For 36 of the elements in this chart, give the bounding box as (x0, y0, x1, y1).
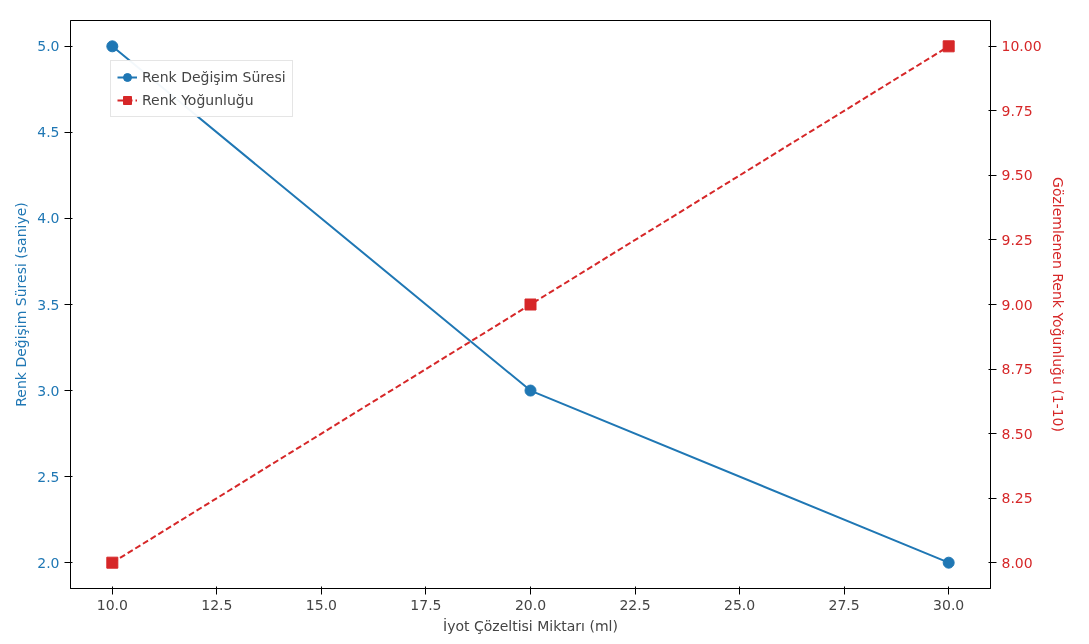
y2-tick-label: 9.00 (1001, 296, 1033, 313)
x-tick-label: 12.5 (201, 596, 233, 613)
y2-tick-label: 9.50 (1001, 167, 1033, 184)
y-axis-title: Renk Değişim Süresi (saniye) (13, 202, 30, 407)
x-tick-label: 15.0 (305, 596, 337, 613)
point (942, 40, 955, 53)
point (524, 298, 537, 311)
point (942, 556, 955, 569)
y-tick-label: 4.5 (37, 124, 60, 141)
y2-tick-label: 9.25 (1001, 231, 1033, 248)
point (106, 40, 119, 53)
x-tick-label: 30.0 (933, 596, 965, 613)
y2-tick-label: 10.00 (1001, 38, 1042, 55)
y2-tick-label: 8.00 (1001, 554, 1033, 571)
y-tick-label: 2.5 (37, 468, 60, 485)
y2-tick-label: 8.25 (1001, 490, 1033, 507)
y-tick-label: 3.0 (37, 382, 60, 399)
y-tick-label: 4.0 (37, 210, 60, 227)
y-tick-label: 2.0 (37, 554, 60, 571)
x-tick-label: 22.5 (619, 596, 651, 613)
point (106, 556, 119, 569)
y2-tick-label: 8.75 (1001, 361, 1033, 378)
y2-axis-title: Gözlemlenen Renk Yoğunluğu (1-10) (1049, 177, 1066, 432)
x-tick-label: 20.0 (514, 596, 547, 613)
x-tick-label: 17.5 (410, 596, 442, 613)
x-tick-label: 25.0 (724, 596, 756, 613)
y2-tick-label: 9.75 (1001, 102, 1033, 119)
y-tick-label: 5.0 (37, 38, 60, 55)
x-tick-label: 27.5 (828, 596, 860, 613)
legend-label: Renk Yoğunluğu (142, 92, 254, 108)
x-tick-label: 10.0 (96, 596, 128, 613)
x-axis-title: İyot Çözeltisi Miktarı (ml) (443, 616, 618, 634)
y2-tick-label: 8.50 (1001, 425, 1033, 442)
y-tick-label: 3.5 (37, 296, 60, 313)
legend-label: Renk Değişim Süresi (142, 69, 286, 85)
point (524, 384, 537, 397)
